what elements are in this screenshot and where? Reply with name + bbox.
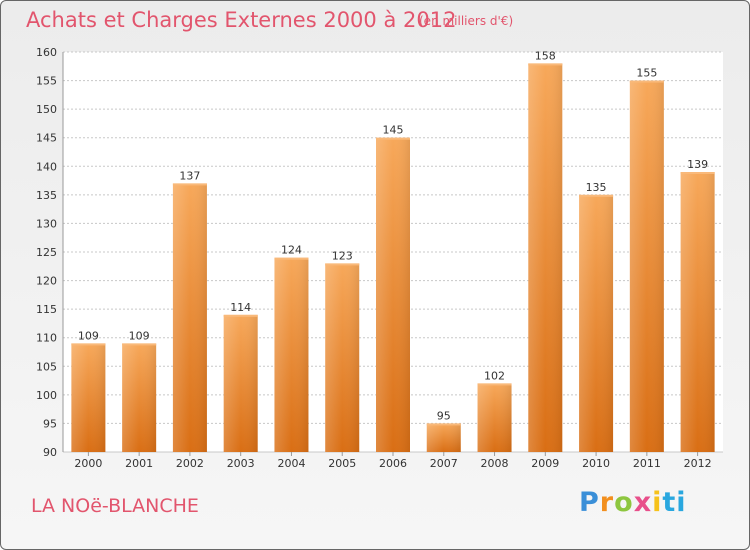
bar-cap-2011 bbox=[629, 80, 664, 83]
data-label: 137 bbox=[179, 169, 200, 182]
data-label: 155 bbox=[636, 67, 657, 80]
bar-shine-2011 bbox=[629, 80, 664, 453]
bar-shine-2006 bbox=[376, 137, 410, 452]
x-tick-label: 2005 bbox=[328, 457, 356, 470]
bar-cap-2001 bbox=[122, 343, 157, 346]
bar-shine-2000 bbox=[71, 343, 106, 452]
x-tick-label: 2002 bbox=[176, 457, 204, 470]
x-tick-label: 2001 bbox=[125, 457, 153, 470]
bar-shine-2009 bbox=[528, 63, 563, 453]
x-tick-label: 2011 bbox=[633, 457, 661, 470]
chart-title: Achats et Charges Externes 2000 à 2012 bbox=[26, 8, 457, 32]
y-tick-label: 130 bbox=[36, 217, 57, 230]
proxiti-logo: Proxiti bbox=[579, 487, 687, 518]
data-label: 109 bbox=[78, 329, 99, 342]
bar-shine-2005 bbox=[325, 263, 360, 452]
data-label: 124 bbox=[281, 244, 302, 257]
y-tick-label: 160 bbox=[36, 46, 57, 59]
data-label: 102 bbox=[484, 369, 505, 382]
y-tick-label: 140 bbox=[36, 160, 57, 173]
y-tick-label: 120 bbox=[36, 275, 57, 288]
data-label: 135 bbox=[586, 181, 607, 194]
y-tick-label: 125 bbox=[36, 246, 57, 259]
bar-cap-2004 bbox=[274, 257, 309, 260]
y-tick-label: 110 bbox=[36, 332, 57, 345]
data-label: 114 bbox=[230, 301, 251, 314]
y-tick-label: 105 bbox=[36, 360, 57, 373]
y-tick-label: 115 bbox=[36, 303, 57, 316]
bar-cap-2012 bbox=[680, 172, 715, 174]
bar-shine-2010 bbox=[579, 194, 614, 452]
y-tick-label: 135 bbox=[36, 189, 57, 202]
data-label: 95 bbox=[437, 409, 451, 422]
y-tick-label: 145 bbox=[36, 132, 57, 145]
bar-cap-2005 bbox=[325, 263, 360, 266]
data-label: 109 bbox=[129, 329, 150, 342]
y-tick-label: 155 bbox=[36, 75, 57, 88]
bar-cap-2002 bbox=[172, 183, 207, 186]
chart-subtitle: (en milliers d'€) bbox=[419, 14, 514, 28]
bar-cap-2000 bbox=[71, 343, 106, 346]
y-tick-label: 100 bbox=[36, 389, 57, 402]
bar-cap-2010 bbox=[579, 194, 614, 197]
bar-shine-2002 bbox=[172, 183, 207, 452]
bar-cap-2007 bbox=[426, 423, 461, 426]
place-name: LA NOë-BLANCHE bbox=[31, 495, 199, 517]
x-tick-label: 2003 bbox=[227, 457, 255, 470]
x-tick-label: 2009 bbox=[531, 457, 559, 470]
bar-cap-2006 bbox=[376, 137, 410, 140]
data-label: 158 bbox=[535, 49, 556, 62]
x-tick-label: 2006 bbox=[379, 457, 407, 470]
bar-shine-2008 bbox=[477, 383, 512, 452]
y-tick-label: 150 bbox=[36, 103, 57, 116]
bar-shine-2012 bbox=[680, 172, 715, 452]
x-tick-label: 2004 bbox=[277, 457, 305, 470]
bar-shine-2004 bbox=[274, 257, 309, 452]
bar-shine-2001 bbox=[122, 343, 157, 452]
bar-shine-2003 bbox=[223, 314, 258, 452]
y-tick-label: 90 bbox=[43, 446, 57, 459]
bar-cap-2009 bbox=[528, 63, 563, 66]
data-label: 139 bbox=[687, 158, 708, 171]
x-tick-label: 2007 bbox=[430, 457, 458, 470]
bar-cap-2008 bbox=[477, 383, 512, 386]
x-tick-label: 2010 bbox=[582, 457, 610, 470]
data-label: 145 bbox=[383, 124, 404, 137]
data-label: 123 bbox=[332, 249, 353, 262]
x-tick-label: 2000 bbox=[74, 457, 102, 470]
x-tick-label: 2008 bbox=[481, 457, 509, 470]
y-tick-label: 95 bbox=[43, 417, 57, 430]
x-tick-label: 2012 bbox=[684, 457, 712, 470]
bar-cap-2003 bbox=[223, 314, 258, 317]
bar-shine-2007 bbox=[426, 423, 461, 452]
